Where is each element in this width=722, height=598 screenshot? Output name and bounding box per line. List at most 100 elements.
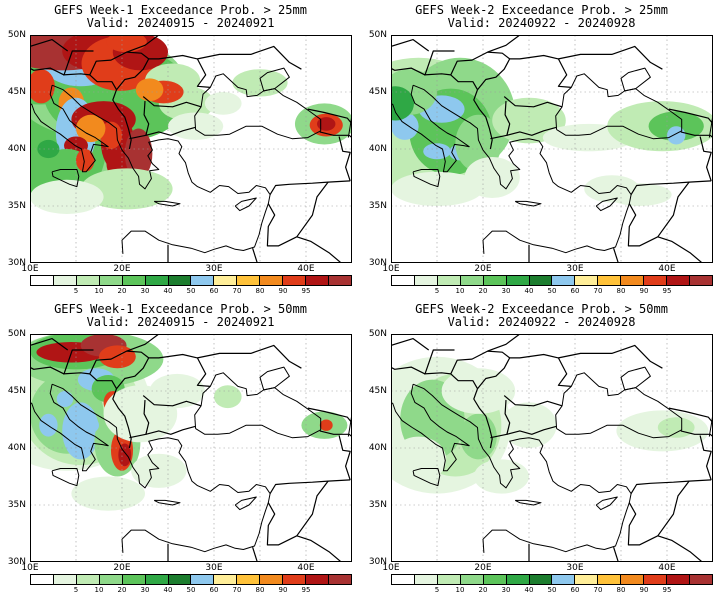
map-canvas: [391, 334, 713, 562]
lon-label: 10E: [382, 563, 400, 573]
country-border: [613, 547, 619, 562]
colorbar-swatch: [99, 575, 123, 584]
colorbar-swatch: [552, 575, 576, 584]
colorbar-swatch: [76, 575, 100, 584]
colorbar-swatch: [506, 276, 530, 285]
coastline: [234, 197, 257, 212]
colorbar-swatch: [306, 575, 329, 584]
colorbar-label: 95: [662, 287, 672, 295]
colorbar-swatch: [644, 276, 668, 285]
colorbar-swatch: [191, 575, 215, 584]
map-week2-25mm: [391, 35, 713, 263]
colorbar-swatch: [99, 276, 123, 285]
colorbar-swatch: [168, 276, 192, 285]
panel-valid-period: Valid: 20240915 - 20240921: [86, 315, 275, 329]
colorbar-swatch: [392, 575, 415, 584]
coastline: [412, 169, 441, 188]
country-border: [266, 480, 329, 546]
colorbar-label: 40: [163, 287, 173, 295]
probability-shading: [391, 436, 447, 483]
country-border: [627, 181, 690, 247]
country-border: [197, 45, 302, 70]
coastline: [391, 85, 470, 173]
colorbar-swatch: [667, 276, 690, 285]
colorbar-swatch: [392, 276, 415, 285]
probability-shading: [80, 168, 173, 210]
country-border: [142, 96, 202, 108]
panel-week2-25mm: GEFS Week-2 Exceedance Prob. > 25mm Vali…: [361, 0, 722, 299]
colorbar-label: 10: [94, 586, 104, 594]
colorbar-label: 10: [455, 287, 465, 295]
country-border: [391, 38, 430, 52]
lon-label: 30E: [205, 563, 223, 573]
country-border: [269, 479, 351, 494]
colorbar-swatch: [621, 575, 645, 584]
country-border: [338, 435, 351, 481]
lat-label: 50N: [7, 329, 26, 339]
lon-label: 20E: [474, 264, 492, 274]
map-frame: [391, 334, 713, 562]
country-border: [89, 350, 150, 390]
country-border: [30, 337, 69, 351]
colorbar-label: 5: [434, 287, 440, 295]
lon-label: 20E: [113, 563, 131, 573]
country-border: [197, 344, 302, 369]
colorbar-label: 80: [616, 287, 626, 295]
colorbar-swatch: [145, 276, 169, 285]
lat-label: 35N: [7, 201, 26, 211]
country-border: [699, 435, 712, 481]
colorbar-swatch: [237, 276, 261, 285]
colorbar-label: 80: [255, 586, 265, 594]
probability-shading: [391, 86, 414, 121]
lat-label: 50N: [368, 30, 387, 40]
probability-shading: [99, 345, 136, 369]
coastline: [30, 85, 109, 173]
country-border: [30, 50, 94, 76]
country-border: [558, 45, 663, 70]
country-border: [30, 349, 94, 375]
panel-week2-50mm: GEFS Week-2 Exceedance Prob. > 50mm Vali…: [361, 299, 722, 598]
panel-week1-25mm: GEFS Week-1 Exceedance Prob. > 25mm Vali…: [0, 0, 361, 299]
map-week2-50mm: [391, 334, 713, 562]
coastline: [412, 468, 441, 487]
colorbar-swatch: [689, 276, 712, 285]
country-border: [63, 73, 132, 150]
coastline: [620, 67, 651, 92]
colorbar-label: 95: [301, 586, 311, 594]
probability-shading: [214, 385, 242, 409]
coastline: [412, 84, 632, 254]
colorbar-swatch: [689, 575, 712, 584]
colorbar-swatch: [306, 276, 329, 285]
country-border: [126, 334, 160, 352]
colorbar-swatch: [644, 575, 668, 584]
colorbar-label: 30: [140, 586, 150, 594]
colorbar: [391, 275, 713, 286]
colorbar-swatch: [437, 575, 461, 584]
country-border: [424, 372, 493, 449]
colorbar-label: 40: [163, 586, 173, 594]
colorbar-label: 70: [232, 287, 242, 295]
lat-label: 35N: [368, 201, 387, 211]
coastline: [51, 383, 271, 553]
map-week1-50mm: [30, 334, 352, 562]
country-border: [680, 131, 713, 139]
lat-label: 45N: [368, 87, 387, 97]
lon-label: 40E: [297, 264, 315, 274]
colorbar-label: 40: [524, 586, 534, 594]
coastline: [412, 383, 632, 553]
colorbar-label: 20: [478, 586, 488, 594]
lon-label: 20E: [113, 264, 131, 274]
colorbar: [30, 574, 352, 585]
colorbar-label: 80: [255, 287, 265, 295]
probability-shading: [76, 114, 106, 143]
colorbar-label: 30: [140, 287, 150, 295]
colorbar-swatch: [529, 276, 553, 285]
map-frame: [30, 35, 352, 263]
colorbar-swatch: [283, 575, 307, 584]
country-border: [506, 425, 557, 435]
coastline: [51, 169, 80, 188]
lat-label: 50N: [7, 30, 26, 40]
country-border: [668, 407, 713, 424]
lon-label: 40E: [297, 563, 315, 573]
colorbar-swatch: [460, 575, 484, 584]
